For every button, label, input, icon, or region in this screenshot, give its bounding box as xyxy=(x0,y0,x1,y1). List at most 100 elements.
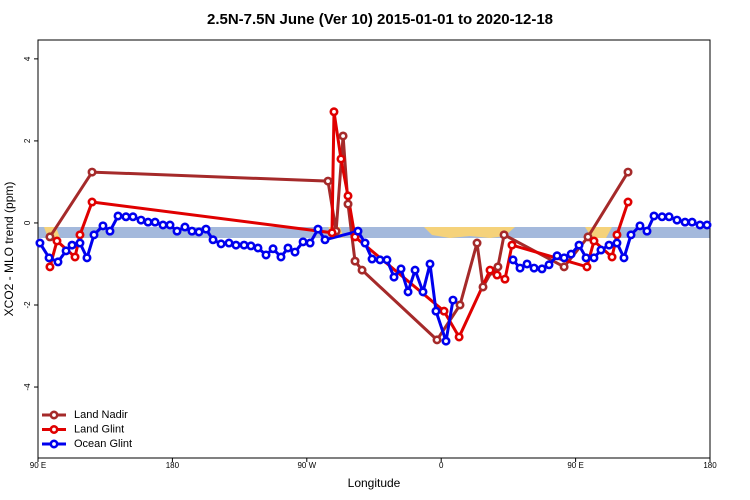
data-point xyxy=(327,228,337,238)
background-band xyxy=(38,227,710,238)
data-point xyxy=(396,264,406,274)
y-tick-label: 4 xyxy=(23,56,32,61)
data-point xyxy=(589,253,599,263)
data-point xyxy=(165,220,175,230)
data-point xyxy=(403,287,413,297)
data-point xyxy=(375,255,385,265)
data-point xyxy=(343,199,353,209)
data-point xyxy=(559,253,569,263)
y-tick-label: 0 xyxy=(23,220,32,225)
data-point xyxy=(664,212,674,222)
data-point xyxy=(35,238,45,248)
data-point xyxy=(493,262,503,272)
data-point xyxy=(680,217,690,227)
data-point xyxy=(559,262,569,272)
data-point xyxy=(136,215,146,225)
data-point xyxy=(439,306,449,316)
data-point xyxy=(582,262,592,272)
data-point xyxy=(87,197,97,207)
data-point xyxy=(431,306,441,316)
data-point xyxy=(216,239,226,249)
data-point xyxy=(323,176,333,186)
data-point xyxy=(150,217,160,227)
data-point xyxy=(231,240,241,250)
x-tick-label: 90 E xyxy=(30,461,46,470)
data-point xyxy=(121,212,131,222)
data-point xyxy=(596,245,606,255)
x-tick-label: 90 E xyxy=(567,461,583,470)
data-point xyxy=(492,270,502,280)
chart-title: 2.5N-7.5N June (Ver 10) 2015-01-01 to 20… xyxy=(207,11,553,28)
data-point xyxy=(522,259,532,269)
x-tick-label: 180 xyxy=(703,461,717,470)
data-point xyxy=(89,230,99,240)
legend-label: Ocean Glint xyxy=(74,438,132,450)
data-point xyxy=(350,256,360,266)
data-point xyxy=(329,107,339,117)
data-point xyxy=(604,240,614,250)
data-point xyxy=(441,336,451,346)
data-point xyxy=(389,272,399,282)
data-point xyxy=(246,241,256,251)
data-point xyxy=(649,211,659,221)
data-point xyxy=(45,262,55,272)
data-point xyxy=(382,255,392,265)
x-tick-label: 0 xyxy=(439,461,444,470)
data-point xyxy=(128,212,138,222)
y-tick-label: -4 xyxy=(23,383,32,391)
data-point xyxy=(574,240,584,250)
data-point xyxy=(508,255,518,265)
data-point xyxy=(98,221,108,231)
legend-marker xyxy=(49,439,59,449)
data-point xyxy=(313,224,323,234)
data-point xyxy=(268,244,278,254)
band xyxy=(38,227,710,238)
data-point xyxy=(657,212,667,222)
data-point xyxy=(607,252,617,262)
data-point xyxy=(537,264,547,274)
data-point xyxy=(283,243,293,253)
data-point xyxy=(702,220,712,230)
data-point xyxy=(623,167,633,177)
data-point xyxy=(45,232,55,242)
data-point xyxy=(367,254,377,264)
data-point xyxy=(61,246,71,256)
data-point xyxy=(695,220,705,230)
data-point xyxy=(454,332,464,342)
data-point xyxy=(320,235,330,245)
data-point xyxy=(70,252,80,262)
data-point xyxy=(612,238,622,248)
data-point xyxy=(253,243,263,253)
data-point xyxy=(410,265,420,275)
data-point xyxy=(448,295,458,305)
data-point xyxy=(552,251,562,261)
data-point xyxy=(75,238,85,248)
data-point xyxy=(75,230,85,240)
y-tick-label: -2 xyxy=(23,301,32,309)
band-patch xyxy=(424,227,515,238)
data-point xyxy=(305,238,315,248)
data-point xyxy=(67,240,77,250)
data-point xyxy=(635,221,645,231)
data-point xyxy=(113,211,123,221)
data-point xyxy=(276,252,286,262)
data-point xyxy=(187,226,197,236)
data-point xyxy=(87,167,97,177)
data-point xyxy=(298,237,308,247)
data-point xyxy=(338,131,348,141)
data-point xyxy=(158,220,168,230)
legend-marker xyxy=(49,424,59,434)
data-point xyxy=(589,236,599,246)
x-tick-label: 90 W xyxy=(297,461,316,470)
data-point xyxy=(224,238,234,248)
data-point xyxy=(672,215,682,225)
data-point xyxy=(529,263,539,273)
x-tick-label: 180 xyxy=(166,461,180,470)
data-point xyxy=(623,197,633,207)
data-point xyxy=(485,265,495,275)
data-point xyxy=(143,217,153,227)
data-point xyxy=(455,300,465,310)
data-point xyxy=(515,263,525,273)
legend-marker xyxy=(49,410,59,420)
